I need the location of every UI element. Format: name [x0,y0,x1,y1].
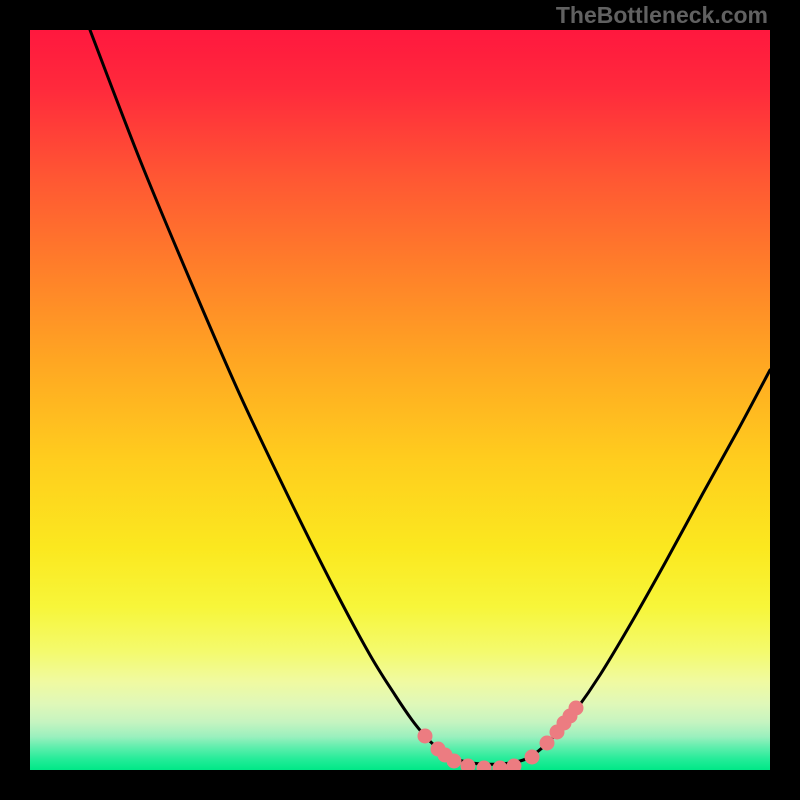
data-point [447,754,462,769]
data-point [525,750,540,765]
watermark-text: TheBottleneck.com [556,2,768,29]
plot-area [30,30,770,770]
chart-svg [30,30,770,770]
gradient-background [30,30,770,770]
data-point [418,729,433,744]
chart-frame: TheBottleneck.com [0,0,800,800]
data-point [569,701,584,716]
